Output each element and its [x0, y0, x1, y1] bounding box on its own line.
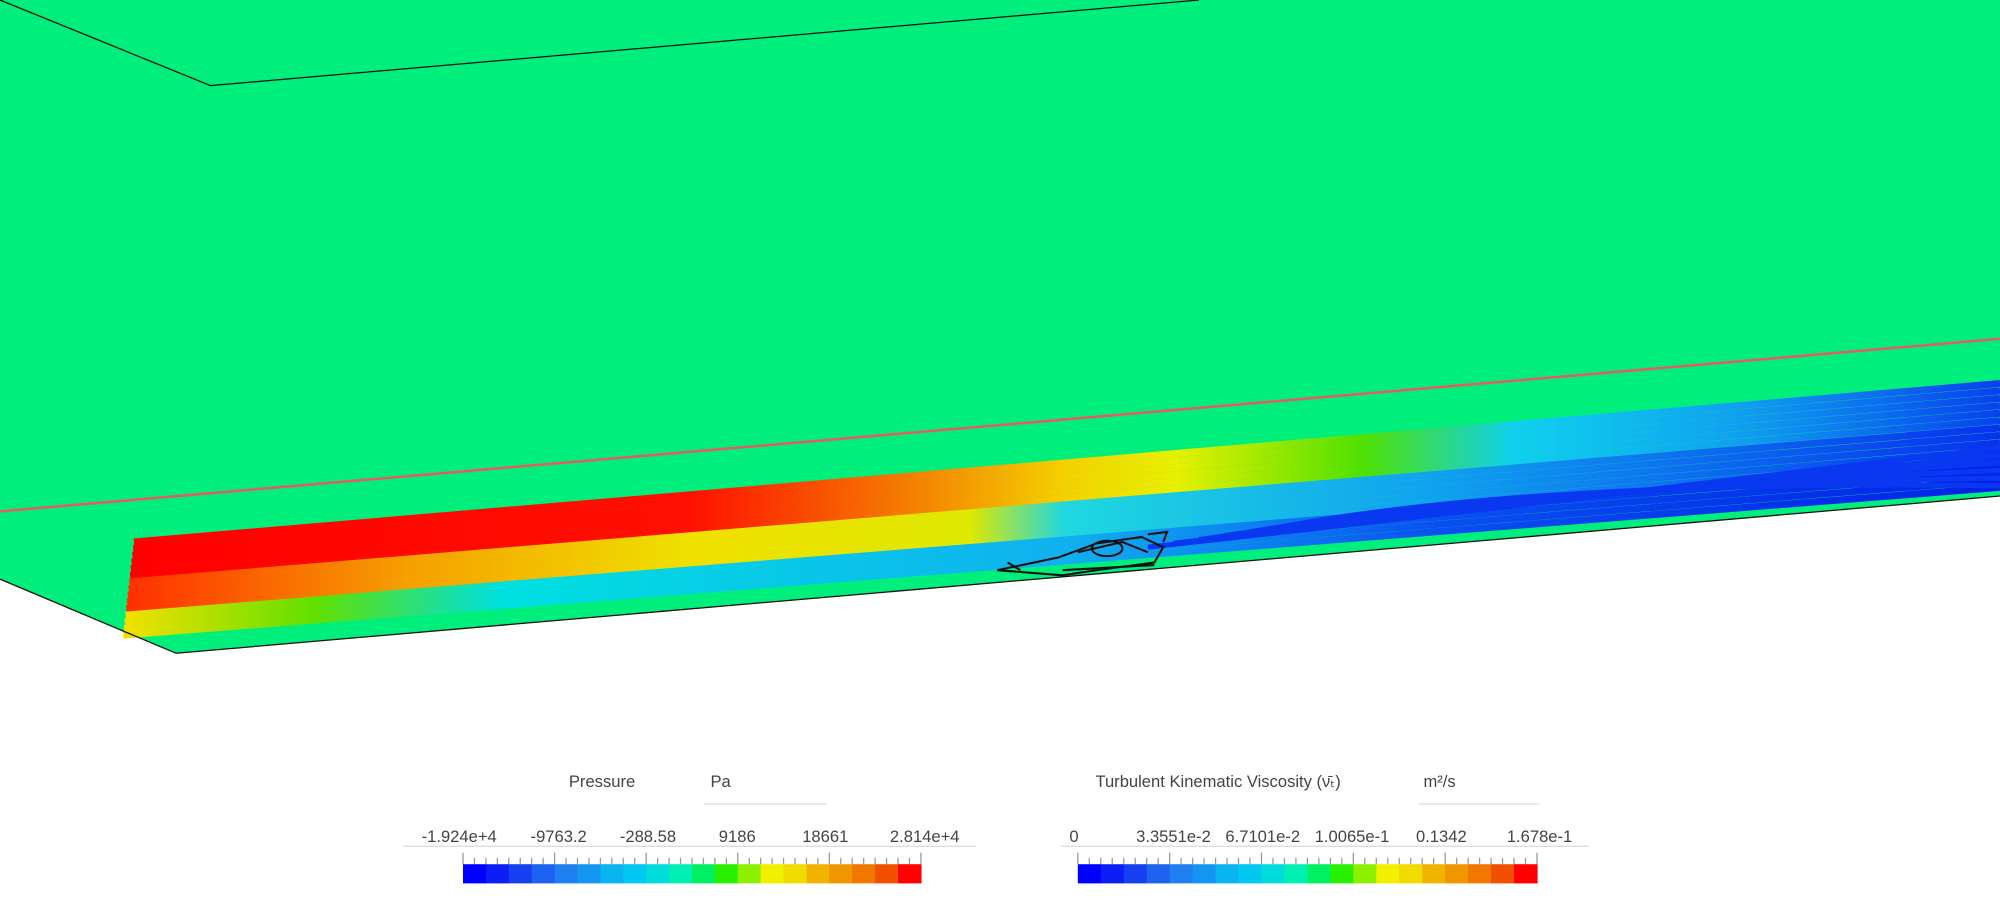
color-swatch — [760, 864, 785, 884]
color-swatch — [875, 864, 899, 884]
streamline — [122, 483, 2000, 639]
legends: Pressure Pa -1.924e+4 -9763.2 -288.58 9186 186… — [403, 772, 1590, 884]
color-swatch — [1399, 864, 1423, 884]
streamlines — [122, 380, 2000, 639]
streamline — [126, 446, 2000, 606]
color-swatch — [898, 864, 922, 884]
color-swatch — [1330, 864, 1354, 884]
color-swatch — [1445, 864, 1469, 884]
legend-label: 6.7101e-2 — [1225, 827, 1300, 846]
color-swatch — [1307, 864, 1331, 884]
color-swatch — [691, 864, 716, 884]
color-swatch — [852, 864, 876, 884]
streamline — [133, 380, 2000, 546]
car-detail — [1007, 530, 1169, 572]
legend-unit: Pa — [710, 772, 731, 791]
color-swatch — [1468, 864, 1492, 884]
color-swatch — [1353, 864, 1377, 884]
color-swatch — [1169, 864, 1194, 884]
streamline — [129, 424, 2000, 586]
streamline — [123, 476, 2000, 632]
streamline — [130, 409, 2000, 573]
color-swatch — [806, 864, 830, 884]
color-swatch — [600, 864, 624, 884]
color-swatch — [1422, 864, 1446, 884]
color-swatch — [577, 864, 602, 884]
color-swatch — [554, 864, 579, 884]
streamline — [132, 394, 2000, 559]
streamline — [129, 417, 2000, 579]
streamline — [1275, 482, 2000, 531]
legend-label: -288.58 — [620, 827, 676, 846]
legend-label: 2.814e+4 — [890, 827, 960, 846]
color-swatch — [783, 864, 808, 884]
color-swatch — [737, 864, 762, 884]
color-swatch — [1215, 864, 1240, 884]
color-swatch — [1376, 864, 1400, 884]
legend-label: 0 — [1069, 827, 1078, 846]
car-wheel — [1090, 539, 1124, 558]
color-swatch — [829, 864, 853, 884]
color-swatch — [1123, 864, 1148, 884]
color-swatch — [508, 864, 533, 884]
legend-label: -9763.2 — [531, 827, 587, 846]
car-body — [997, 535, 1165, 577]
legend-label: 1.678e-1 — [1507, 827, 1572, 846]
color-swatch — [485, 864, 510, 884]
legend-title: Turbulent Kinematic Viscosity (ν̄ₜ) — [1095, 772, 1340, 791]
color-swatch — [623, 864, 647, 884]
streamline — [128, 431, 2000, 593]
legend-label: 18661 — [802, 827, 848, 846]
legend-unit: m²/s — [1423, 772, 1455, 791]
streamline — [131, 402, 2000, 566]
color-swatch — [1284, 864, 1309, 884]
legend-title: Pressure — [569, 772, 635, 791]
domain-edge — [0, 0, 1200, 87]
color-swatch — [1514, 864, 1538, 884]
color-swatch — [714, 864, 739, 884]
color-swatch — [1100, 864, 1125, 884]
legend-label: 3.3551e-2 — [1136, 827, 1211, 846]
color-swatch — [669, 864, 693, 884]
color-swatch — [1238, 864, 1263, 884]
color-swatch — [1192, 864, 1217, 884]
streamline — [132, 387, 2000, 553]
color-swatch — [1261, 864, 1286, 884]
symmetry-plane-edge — [0, 337, 2000, 513]
car-model — [997, 530, 1169, 577]
legend-label: 1.0065e-1 — [1315, 827, 1390, 846]
color-swatch — [531, 864, 556, 884]
legend-label: 9186 — [719, 827, 756, 846]
streamline — [124, 468, 2000, 626]
color-swatch — [1146, 864, 1171, 884]
streamline — [127, 439, 2000, 599]
color-legend: Turbulent Kinematic Viscosity (ν̄ₜ) m²/s 0… — [1061, 772, 1590, 884]
color-swatch — [1077, 864, 1102, 884]
color-swatch — [463, 864, 487, 884]
color-swatch — [646, 864, 670, 884]
color-legend: Pressure Pa -1.924e+4 -9763.2 -288.58 9186 186… — [403, 772, 976, 884]
legend-label: 0.1342 — [1416, 827, 1467, 846]
color-swatch — [1491, 864, 1515, 884]
floor-edge — [0, 495, 2000, 654]
legend-label: -1.924e+4 — [422, 827, 497, 846]
